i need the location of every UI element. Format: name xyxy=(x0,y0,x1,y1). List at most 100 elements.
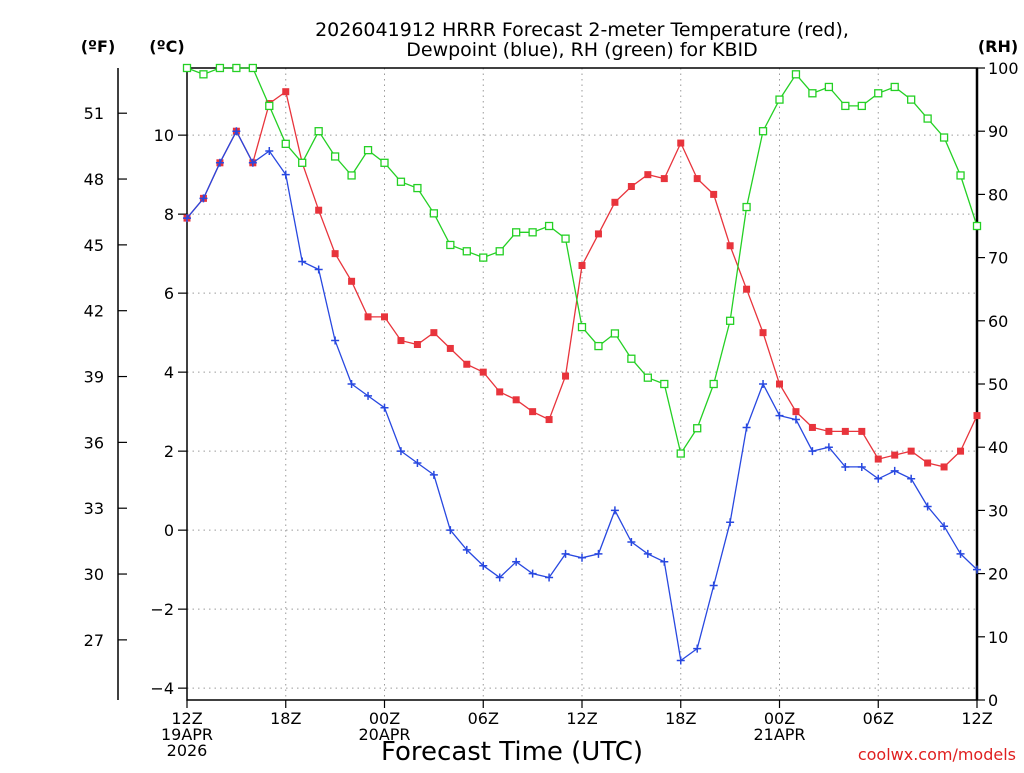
x-axis-label: Forecast Time (UTC) xyxy=(381,737,643,767)
data-point xyxy=(248,63,257,73)
data-point xyxy=(232,63,241,73)
data-point xyxy=(199,194,208,203)
data-point xyxy=(314,265,323,274)
credit-label: coolwx.com/models xyxy=(858,745,1016,764)
celsius-tick-label: 8 xyxy=(164,205,174,224)
data-point xyxy=(693,175,701,183)
data-point xyxy=(544,221,554,231)
axes: −4 −2 0 2 4 6 8 10 27 30 33 36 39 42 45 48 51 0 10 20 30 40 50… xyxy=(84,59,1019,760)
data-point xyxy=(660,175,668,183)
fahrenheit-tick-label: 33 xyxy=(84,499,104,518)
x-tick-label: 18Z xyxy=(270,709,301,728)
data-point xyxy=(857,101,866,111)
rh-tick-label: 40 xyxy=(988,438,1008,457)
x-tick-label: 20APR xyxy=(358,725,410,744)
data-point xyxy=(545,573,554,582)
data-point xyxy=(545,416,553,424)
x-tick-label: 12Z xyxy=(171,709,202,728)
data-point xyxy=(742,202,751,212)
data-point xyxy=(512,228,521,237)
data-point xyxy=(446,344,454,352)
x-tick-label: 12Z xyxy=(961,709,992,728)
data-point xyxy=(347,380,356,388)
data-point xyxy=(479,561,488,570)
data-point xyxy=(348,277,356,285)
celsius-tick-label: 2 xyxy=(164,442,174,461)
data-point xyxy=(759,380,768,388)
rh-tick-label: 100 xyxy=(988,59,1019,78)
data-point xyxy=(396,447,405,456)
data-point xyxy=(857,462,866,471)
data-point xyxy=(972,221,982,231)
data-point xyxy=(627,354,636,363)
fahrenheit-tick-label: 27 xyxy=(84,631,104,650)
data-point xyxy=(314,127,323,136)
data-point xyxy=(429,209,439,218)
series-layer xyxy=(182,63,982,665)
data-point xyxy=(940,463,948,471)
celsius-unit-label: (ºC) xyxy=(149,37,184,56)
data-point xyxy=(890,466,899,475)
celsius-tick-label: −2 xyxy=(150,600,174,619)
series-dewpoint xyxy=(183,127,981,665)
data-point xyxy=(709,581,718,590)
data-point xyxy=(611,198,619,206)
data-point xyxy=(347,171,356,180)
data-point xyxy=(413,459,422,467)
rh-tick-label: 30 xyxy=(988,501,1008,520)
data-point xyxy=(610,329,620,338)
data-point xyxy=(808,423,816,431)
data-point xyxy=(496,388,504,396)
x-tick-label: 21APR xyxy=(753,725,805,744)
data-point xyxy=(907,447,915,455)
data-point xyxy=(265,101,274,111)
fahrenheit-tick-label: 42 xyxy=(84,302,104,321)
data-point xyxy=(298,158,307,167)
x-tick-label: 00Z xyxy=(369,709,400,728)
data-point xyxy=(874,474,883,483)
series-temperature xyxy=(183,88,981,471)
celsius-tick-label: 0 xyxy=(164,521,174,540)
data-point xyxy=(841,427,849,435)
data-point xyxy=(281,139,290,148)
data-point xyxy=(578,553,586,562)
data-point xyxy=(577,322,587,332)
data-point xyxy=(627,538,636,546)
data-point xyxy=(380,158,389,167)
data-point xyxy=(924,459,932,467)
data-point xyxy=(891,451,899,459)
x-tick-label: 06Z xyxy=(863,709,894,728)
rh-tick-label: 0 xyxy=(988,691,998,710)
data-point xyxy=(775,95,784,104)
fahrenheit-tick-label: 39 xyxy=(84,368,104,387)
data-point xyxy=(824,443,833,452)
rh-tick-label: 90 xyxy=(988,122,1008,141)
data-point xyxy=(660,379,669,389)
data-point xyxy=(182,63,192,73)
data-point xyxy=(874,89,883,98)
data-point xyxy=(462,247,471,256)
data-point xyxy=(957,447,965,455)
data-point xyxy=(413,341,421,348)
rh-unit-label: (RH) xyxy=(978,37,1018,56)
data-point xyxy=(446,526,455,535)
data-point xyxy=(907,474,916,483)
data-point xyxy=(183,214,191,223)
data-point xyxy=(923,502,932,511)
celsius-tick-label: 4 xyxy=(164,363,174,382)
data-point xyxy=(792,408,800,416)
data-point xyxy=(693,644,702,653)
data-point xyxy=(463,360,471,368)
data-point xyxy=(561,549,570,558)
data-point xyxy=(396,177,406,186)
data-point xyxy=(791,415,800,424)
data-point xyxy=(512,557,521,566)
fahrenheit-unit-label: (ºF) xyxy=(81,37,116,56)
chart-title-line2: Dewpoint (blue), RH (green) for KBID xyxy=(406,39,758,61)
data-point xyxy=(364,391,373,400)
data-point xyxy=(973,565,981,574)
data-point xyxy=(562,372,570,380)
fahrenheit-tick-label: 30 xyxy=(84,565,104,584)
data-point xyxy=(775,411,784,420)
rh-tick-label: 10 xyxy=(988,628,1008,647)
